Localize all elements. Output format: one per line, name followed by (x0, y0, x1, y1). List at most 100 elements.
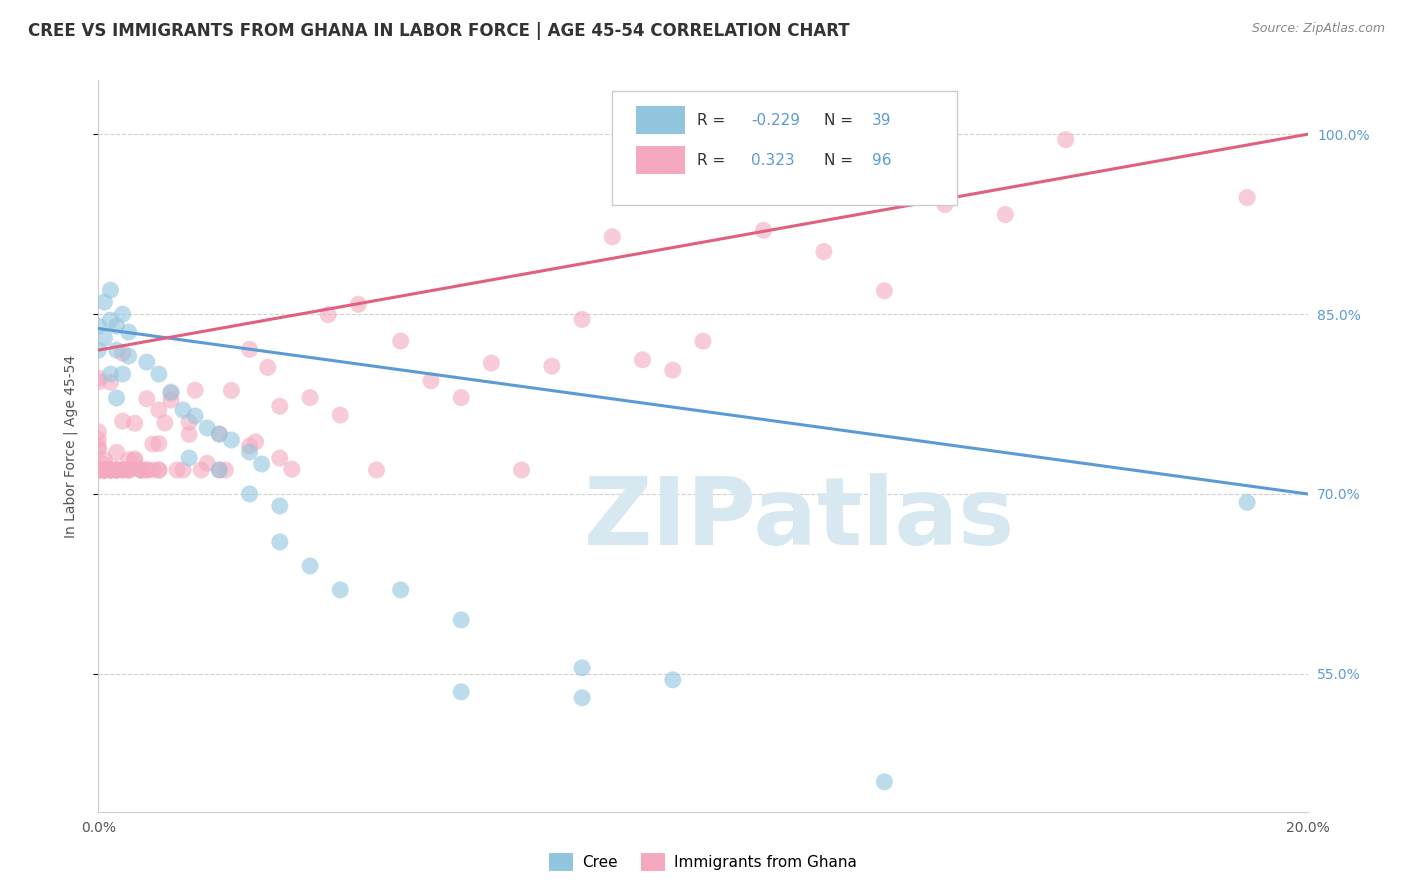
Point (389, 334, 412, 348)
Text: -0.229: -0.229 (751, 113, 800, 128)
Point (153, 416, 176, 430)
Text: Source: ZipAtlas.com: Source: ZipAtlas.com (1251, 22, 1385, 36)
Point (111, 346, 134, 360)
Point (93, 463, 115, 477)
Point (111, 463, 134, 477)
Text: R =: R = (697, 113, 730, 128)
Point (148, 463, 170, 477)
Point (148, 463, 170, 477)
Point (100, 463, 122, 477)
Point (111, 307, 134, 321)
Point (100, 463, 122, 477)
Point (142, 463, 165, 477)
Point (111, 414, 134, 428)
Point (269, 399, 291, 413)
Point (195, 421, 218, 435)
Point (93, 463, 115, 477)
Point (661, 673, 683, 687)
Point (1236, 190, 1258, 204)
Point (389, 582, 412, 597)
Point (118, 325, 141, 339)
Point (208, 463, 231, 477)
Point (269, 535, 291, 549)
Point (245, 434, 267, 449)
Point (93, 463, 115, 477)
Point (1054, 133, 1077, 147)
Point (135, 463, 157, 477)
Point (214, 463, 236, 477)
FancyBboxPatch shape (637, 106, 685, 134)
Point (329, 582, 352, 597)
Text: 39: 39 (872, 113, 891, 128)
Point (329, 408, 352, 422)
Y-axis label: In Labor Force | Age 45-54: In Labor Force | Age 45-54 (63, 354, 77, 538)
Point (221, 433, 243, 447)
Point (873, 774, 896, 789)
Point (179, 427, 201, 442)
Text: N =: N = (824, 113, 858, 128)
Point (87, 371, 110, 385)
Point (105, 445, 128, 459)
Point (148, 403, 170, 417)
Point (366, 463, 388, 477)
Point (87, 463, 110, 477)
Point (100, 463, 122, 477)
Point (148, 436, 170, 450)
Point (87, 440, 110, 454)
Text: N =: N = (824, 153, 858, 169)
Point (450, 613, 472, 627)
Point (190, 463, 212, 477)
Point (172, 463, 194, 477)
Point (752, 223, 775, 237)
Point (813, 244, 835, 259)
Point (160, 392, 183, 407)
FancyBboxPatch shape (613, 91, 957, 204)
Point (281, 462, 304, 476)
Point (450, 391, 472, 405)
Point (661, 363, 683, 377)
Point (135, 355, 157, 369)
Point (135, 392, 157, 406)
Point (100, 463, 122, 477)
Point (239, 439, 262, 453)
Point (142, 437, 165, 451)
Point (100, 463, 122, 477)
Point (179, 450, 201, 465)
Point (93, 331, 115, 345)
Point (172, 403, 194, 417)
Point (111, 463, 134, 477)
Point (105, 463, 128, 477)
Point (105, 463, 128, 477)
Point (87, 425, 110, 439)
Point (124, 453, 146, 467)
Point (87, 442, 110, 457)
Point (160, 386, 183, 401)
Point (100, 367, 122, 381)
Point (93, 453, 115, 467)
Point (420, 374, 443, 388)
Point (208, 463, 231, 477)
Point (631, 352, 654, 367)
Point (184, 409, 207, 423)
Point (195, 456, 218, 470)
Point (540, 359, 562, 373)
Text: CREE VS IMMIGRANTS FROM GHANA IN LABOR FORCE | AGE 45-54 CORRELATION CHART: CREE VS IMMIGRANTS FROM GHANA IN LABOR F… (28, 22, 849, 40)
Point (571, 312, 593, 326)
Point (450, 685, 472, 699)
Point (602, 229, 624, 244)
Point (87, 375, 110, 389)
Point (250, 457, 273, 471)
Point (256, 360, 278, 375)
Point (179, 415, 201, 429)
Point (692, 334, 714, 349)
Text: ZIPatlas: ZIPatlas (583, 473, 1015, 566)
Point (118, 463, 141, 477)
Point (105, 319, 128, 334)
Point (87, 319, 110, 334)
Point (100, 313, 122, 327)
Point (111, 367, 134, 381)
Point (129, 463, 152, 477)
Point (873, 284, 896, 298)
Point (481, 356, 503, 370)
Point (571, 661, 593, 675)
